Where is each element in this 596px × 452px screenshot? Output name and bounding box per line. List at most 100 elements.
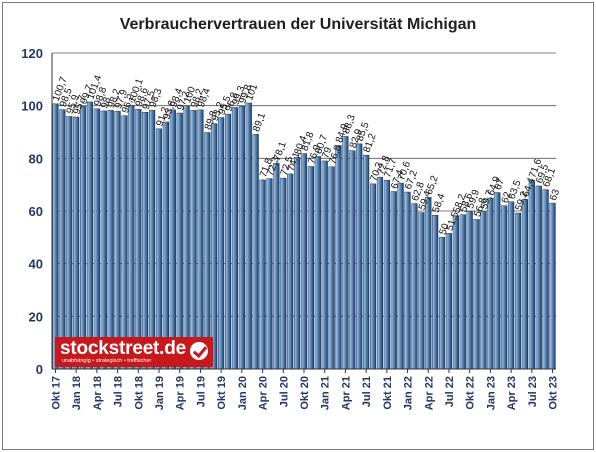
x-tick-label: Jul 23: [527, 376, 539, 407]
value-label: 79: [320, 145, 334, 160]
bar: [162, 121, 169, 370]
bar: [335, 145, 342, 370]
bar: [73, 116, 80, 370]
bar: [425, 197, 432, 370]
bar: [376, 177, 384, 370]
bar: [259, 179, 266, 370]
bar: [487, 197, 494, 370]
y-tick-label: 80: [29, 151, 43, 166]
bar: [383, 179, 390, 370]
bar: [321, 160, 328, 370]
bar: [411, 203, 418, 370]
logo-text: stockstreet.de: [60, 338, 187, 359]
bar: [211, 123, 218, 370]
bar: [245, 102, 252, 370]
bar: [266, 178, 273, 370]
y-tick-label: 40: [29, 257, 43, 272]
x-tick-label: Jul 18: [113, 376, 125, 407]
y-tick-label: 60: [29, 204, 43, 219]
x-tick-label: Jan 22: [403, 376, 415, 410]
value-label: 67: [493, 177, 507, 192]
bar: [79, 106, 87, 370]
x-tick-label: Okt 22: [465, 376, 477, 410]
y-tick-label: 100: [21, 99, 43, 114]
x-tick-label: Jan 21: [320, 376, 332, 410]
x-tick-label: Apr 22: [423, 376, 435, 410]
bar: [135, 109, 142, 370]
bar: [459, 214, 466, 370]
bar: [149, 109, 156, 370]
value-label: 101: [244, 82, 260, 102]
bar: [356, 143, 363, 370]
bar: [142, 112, 149, 370]
bar: [314, 156, 321, 370]
x-tick-label: Apr 19: [175, 376, 187, 410]
bar: [300, 153, 308, 370]
chart-title: Verbrauchervertrauen der Universität Mic…: [119, 16, 477, 33]
checkmark-icon: [190, 342, 208, 360]
x-tick-label: Jan 19: [154, 376, 166, 410]
bar: [397, 182, 404, 370]
bar: [66, 116, 73, 370]
bar: [224, 113, 232, 370]
bar: [549, 202, 556, 370]
bar: [439, 237, 446, 370]
bar: [155, 128, 163, 370]
x-tick-label: Jul 21: [361, 376, 373, 407]
value-label: 76,8: [327, 143, 344, 165]
y-tick-label: 20: [29, 309, 43, 324]
x-tick-label: Apr 23: [506, 376, 518, 410]
x-tick-label: Jan 23: [485, 376, 497, 410]
bar: [176, 112, 183, 370]
x-tick-label: Okt 17: [50, 376, 62, 410]
bar: [445, 233, 453, 370]
bar: [307, 166, 314, 370]
bar: [121, 115, 128, 370]
bar: [52, 103, 59, 370]
bar: [218, 117, 225, 370]
bar: [204, 132, 211, 370]
x-tick-label: Jan 20: [237, 376, 249, 410]
logo-tagline: unabhängig • strategisch • treffsicher: [62, 358, 152, 364]
x-tick-label: Okt 21: [382, 376, 394, 410]
value-label: 89,1: [251, 111, 268, 133]
bar: [501, 205, 508, 370]
bar: [342, 136, 349, 370]
bar: [390, 191, 397, 370]
bar: [404, 191, 411, 370]
bar: [107, 110, 114, 370]
x-tick-label: Okt 20: [299, 376, 311, 410]
value-label: 100: [182, 85, 198, 105]
bar: [294, 157, 301, 370]
x-tick-label: Apr 18: [92, 376, 104, 410]
y-tick-label: 120: [21, 46, 43, 61]
bar: [100, 110, 107, 370]
bar: [93, 108, 100, 370]
x-tick-label: Apr 21: [340, 376, 352, 410]
bar: [480, 211, 487, 370]
value-label: 50: [438, 222, 452, 237]
bar: [114, 110, 121, 370]
x-tick-label: Jul 19: [195, 376, 207, 407]
bar: [86, 101, 94, 370]
bar: [528, 180, 535, 370]
bar: [363, 154, 370, 370]
axes: 0 20 40 60 80 100 120 Okt 17 Jan 18 Apr 18 Jul 18 O…: [21, 46, 559, 410]
bar: [280, 177, 287, 370]
bar: [231, 107, 239, 370]
bar: [418, 212, 425, 370]
x-tick-label: Okt 19: [216, 376, 228, 410]
bar: [508, 201, 515, 370]
value-label: 98: [99, 95, 113, 110]
bar: [473, 219, 480, 370]
bar: [190, 110, 197, 370]
bar: [169, 109, 176, 370]
bar: [535, 185, 542, 370]
bar: [521, 199, 529, 370]
bar: [452, 215, 459, 370]
bar: [494, 192, 501, 370]
bar: [349, 150, 356, 370]
bar: [252, 134, 259, 370]
value-label: 62: [500, 190, 514, 205]
